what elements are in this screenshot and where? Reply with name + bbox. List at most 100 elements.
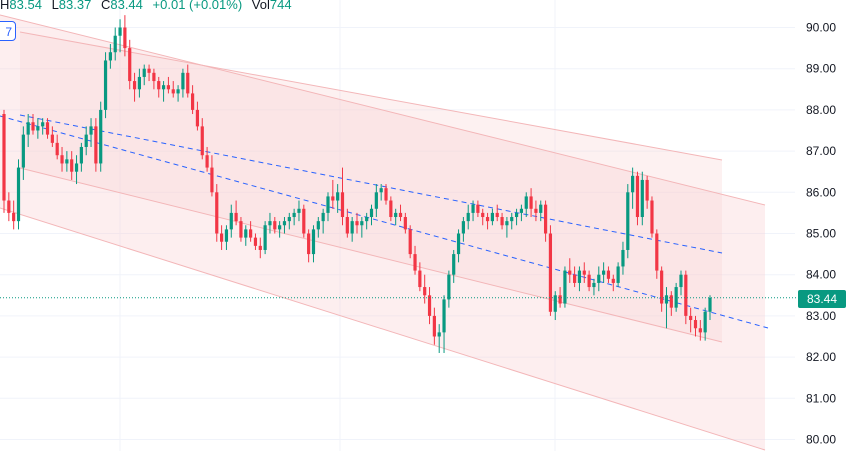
candle-body — [403, 217, 407, 230]
candle-body — [142, 68, 146, 77]
candle-body — [568, 270, 572, 275]
trend-lines — [0, 114, 769, 329]
candle-body — [481, 212, 485, 218]
candle-body — [437, 332, 441, 337]
candle-body — [543, 204, 548, 234]
candle-body — [597, 274, 601, 283]
channel-inner-band — [20, 32, 722, 342]
candle-body — [336, 192, 340, 201]
candle-body — [297, 208, 301, 213]
collapse-badge[interactable]: 7 — [0, 21, 16, 41]
candle-body — [287, 217, 291, 222]
candle-body — [553, 295, 557, 312]
candle-body — [166, 85, 171, 90]
y-tick-label: 90.00 — [806, 21, 836, 35]
y-tick-label: 84.00 — [806, 268, 836, 282]
candle-body — [655, 233, 659, 271]
channel-lower-line — [0, 207, 766, 451]
candle-body — [45, 122, 50, 135]
candle-body — [316, 221, 320, 230]
regression-channel — [0, 14, 766, 451]
candle-body — [621, 249, 625, 267]
candles — [2, 15, 712, 353]
candle-body — [539, 204, 543, 213]
candle-body — [698, 328, 702, 333]
candle-body — [60, 155, 64, 164]
candle-body — [123, 27, 127, 49]
candle-body — [432, 315, 436, 337]
candle-body — [278, 225, 282, 230]
candle-body — [548, 233, 553, 312]
price-axis[interactable]: 80.00 81.00 82.00 83.00 84.00 85.00 86.00 87.00… — [806, 21, 836, 447]
candle-body — [635, 175, 640, 218]
candle-body — [669, 295, 673, 308]
y-tick-label: 86.00 — [806, 185, 836, 199]
candle-body — [89, 126, 93, 135]
y-tick-label: 85.00 — [806, 227, 836, 241]
candle-body — [645, 179, 649, 201]
channel-inner-lower-line — [19, 167, 723, 343]
candle-body — [626, 192, 630, 250]
candle-body — [408, 229, 412, 255]
candle-body — [258, 245, 262, 250]
candle-body — [684, 274, 688, 316]
candle-body — [74, 163, 79, 172]
candle-body — [384, 188, 388, 201]
candle-body — [31, 122, 35, 131]
candle-body — [452, 254, 456, 275]
candle-body — [674, 287, 678, 308]
candle-body — [70, 159, 74, 172]
low-value: 83.37 — [58, 0, 92, 12]
y-tick-label: 81.00 — [806, 391, 836, 405]
candle-body — [456, 233, 461, 255]
change-value: +0.01 (+0.01%) — [152, 0, 243, 12]
channel-inner-upper-line — [19, 31, 723, 161]
candle-body — [573, 274, 577, 283]
candle-body — [195, 109, 200, 127]
candle-body — [447, 274, 451, 300]
candle-body — [485, 217, 490, 222]
candle-body — [524, 196, 528, 209]
y-tick-label: 88.00 — [806, 103, 836, 117]
candle-body — [500, 217, 504, 226]
candle-body — [108, 52, 112, 61]
candle-body — [273, 221, 277, 230]
candle-body — [476, 204, 480, 213]
candle-body — [379, 188, 383, 193]
close-label: C — [100, 0, 111, 12]
candle-body — [132, 81, 137, 90]
trend-line-upper — [19, 114, 723, 254]
candle-body — [394, 212, 398, 218]
candle-body — [200, 126, 204, 156]
candle-body — [558, 295, 562, 304]
channel-outer-band — [0, 15, 765, 450]
candle-body — [413, 254, 417, 271]
candle-body — [490, 212, 494, 222]
candle-body — [345, 217, 349, 234]
candle-body — [374, 192, 378, 209]
candle-body — [12, 212, 16, 222]
candle-body — [181, 72, 185, 90]
candle-body — [514, 212, 519, 218]
candle-body — [340, 192, 345, 218]
candle-body — [631, 175, 635, 193]
candle-body — [7, 200, 11, 213]
high-label: H — [0, 0, 10, 12]
candle-body — [519, 208, 524, 213]
candle-body — [616, 266, 620, 283]
candle-body — [302, 208, 306, 234]
candle-body — [190, 93, 195, 110]
volume-label: Vol — [251, 0, 270, 12]
candle-body — [292, 212, 296, 218]
candle-body — [2, 114, 6, 201]
candle-body — [244, 229, 248, 238]
candle-body — [708, 297, 712, 312]
candle-body — [176, 89, 180, 94]
candle-body — [16, 167, 21, 222]
candle-body — [21, 134, 25, 168]
candle-body — [311, 229, 316, 255]
candle-body — [99, 109, 103, 164]
candle-body — [365, 217, 369, 222]
